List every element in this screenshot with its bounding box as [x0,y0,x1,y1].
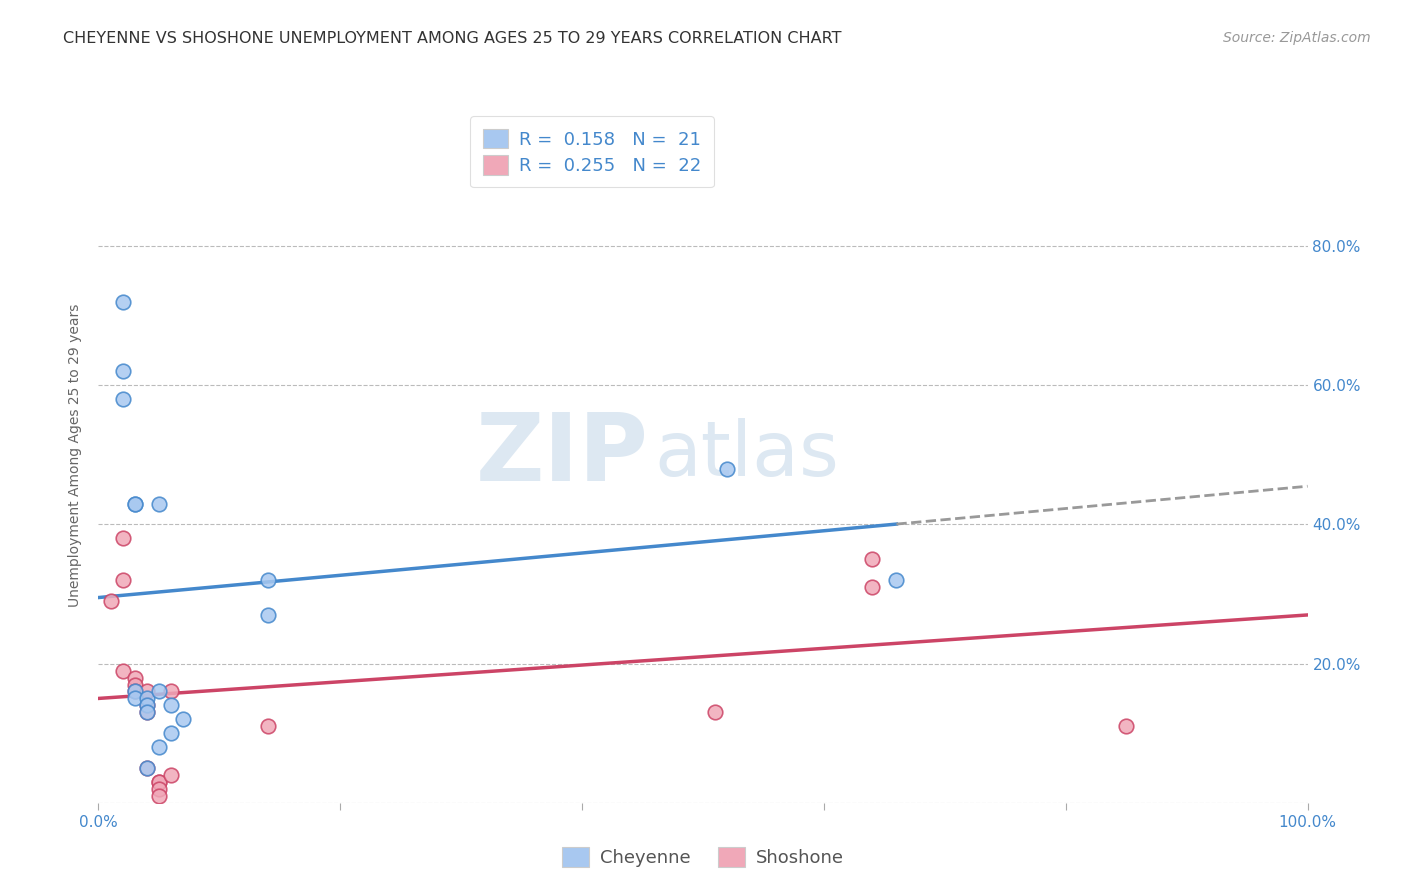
Point [124,691,146,706]
Point [860,580,883,594]
Point [135,691,157,706]
Point [111,573,134,587]
Point [148,781,170,796]
Point [148,684,170,698]
Point [124,497,146,511]
Point [124,671,146,685]
Point [124,684,146,698]
Point [135,706,157,720]
Point [111,364,134,378]
Point [100,594,122,608]
Point [1115,719,1137,733]
Point [135,761,157,775]
Point [135,698,157,713]
Point [704,706,727,720]
Point [148,497,170,511]
Point [148,775,170,789]
Point [124,497,146,511]
Text: CHEYENNE VS SHOSHONE UNEMPLOYMENT AMONG AGES 25 TO 29 YEARS CORRELATION CHART: CHEYENNE VS SHOSHONE UNEMPLOYMENT AMONG … [63,31,842,46]
Point [172,712,194,726]
Point [135,684,157,698]
Point [160,698,183,713]
Point [135,698,157,713]
Point [160,768,183,782]
Point [111,532,134,546]
Point [111,294,134,309]
Point [886,573,908,587]
Point [148,740,170,755]
Point [716,462,738,476]
Legend: R =  0.158   N =  21, R =  0.255   N =  22: R = 0.158 N = 21, R = 0.255 N = 22 [470,116,714,187]
Text: Source: ZipAtlas.com: Source: ZipAtlas.com [1223,31,1371,45]
Point [111,664,134,678]
Point [256,607,278,622]
Y-axis label: Unemployment Among Ages 25 to 29 years: Unemployment Among Ages 25 to 29 years [69,303,83,607]
Point [860,552,883,566]
Point [148,789,170,803]
Point [160,726,183,740]
Point [124,684,146,698]
Text: ZIP: ZIP [475,409,648,501]
Point [256,573,278,587]
Point [124,677,146,691]
Point [160,684,183,698]
Legend: Cheyenne, Shoshone: Cheyenne, Shoshone [555,839,851,874]
Point [135,761,157,775]
Text: atlas: atlas [655,418,839,491]
Point [256,719,278,733]
Point [135,706,157,720]
Point [111,392,134,407]
Point [148,775,170,789]
